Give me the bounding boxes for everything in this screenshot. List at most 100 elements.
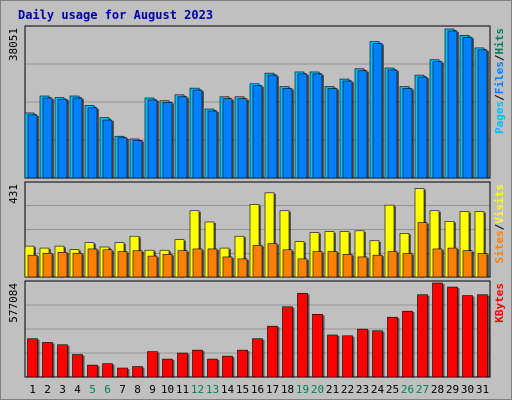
bar-files-day-29: [447, 30, 458, 179]
max-label: 577084: [7, 283, 20, 323]
day-label-29: 29: [446, 383, 459, 396]
legend-hits-files-pages: Pages/Files/Hits: [493, 28, 506, 134]
bar-kbytes-day-19: [297, 292, 308, 378]
legend-entry: Files: [493, 61, 506, 94]
legend-kbytes: KBytes: [493, 283, 506, 323]
legend-entry: KBytes: [493, 283, 506, 323]
panels: 38051Pages/Files/Hits431Sites/Visits5770…: [7, 25, 506, 378]
day-label-21: 21: [326, 383, 339, 396]
bar-files-day-5: [87, 107, 98, 179]
bar-kbytes-day-30: [462, 295, 473, 378]
bar-kbytes-day-28: [432, 282, 443, 378]
day-label-23: 23: [356, 383, 369, 396]
chart-title: Daily usage for August 2023: [18, 8, 213, 22]
bar-files-day-17: [267, 74, 278, 179]
bar-kbytes-day-25: [387, 316, 398, 378]
legend-sites-visits: Sites/Visits: [493, 184, 506, 264]
bar-files-day-16: [252, 85, 263, 179]
legend-entry: /: [493, 94, 506, 101]
day-label-8: 8: [134, 383, 141, 396]
day-label-11: 11: [176, 383, 189, 396]
day-label-10: 10: [161, 383, 174, 396]
day-label-14: 14: [221, 383, 235, 396]
day-label-19: 19: [296, 383, 309, 396]
day-label-15: 15: [236, 383, 249, 396]
day-label-25: 25: [386, 383, 399, 396]
day-label-16: 16: [251, 383, 264, 396]
bar-sites-day-14: [222, 256, 233, 278]
bar-kbytes-day-21: [327, 334, 338, 378]
bar-kbytes-day-29: [447, 286, 458, 378]
bar-files-day-20: [312, 73, 323, 179]
bar-files-day-2: [42, 97, 53, 179]
bar-sites-day-4: [72, 252, 83, 278]
bar-sites-day-27: [417, 222, 428, 278]
bar-files-day-8: [132, 140, 143, 179]
day-label-6: 6: [104, 383, 111, 396]
bar-kbytes-day-15: [237, 349, 248, 378]
bar-files-day-18: [282, 88, 293, 179]
day-label-7: 7: [119, 383, 126, 396]
bar-kbytes-day-5: [87, 364, 98, 378]
bar-kbytes-day-3: [57, 344, 68, 378]
legend-entry: Hits: [493, 28, 506, 55]
bar-kbytes-day-11: [177, 352, 188, 378]
bar-kbytes-day-26: [402, 310, 413, 378]
bar-sites-day-5: [87, 248, 98, 278]
bar-kbytes-day-22: [342, 335, 353, 378]
bar-kbytes-day-10: [162, 358, 173, 378]
panel-hits-files-pages: 38051 Pages/Files/Hits: [7, 25, 506, 179]
legend-entry: /: [493, 54, 506, 61]
bar-sites-day-29: [447, 247, 458, 278]
bar-kbytes-day-4: [72, 354, 83, 378]
bar-files-day-22: [342, 80, 353, 179]
day-label-24: 24: [371, 383, 385, 396]
bar-files-day-6: [102, 119, 113, 179]
bar-kbytes-day-2: [42, 342, 53, 378]
bar-sites-day-12: [192, 248, 203, 278]
legend-entry: Sites: [493, 230, 506, 263]
day-label-4: 4: [74, 383, 81, 396]
bar-files-day-19: [297, 73, 308, 179]
bar-sites-day-17: [267, 243, 278, 278]
bar-sites-day-2: [42, 252, 53, 278]
bar-sites-day-28: [432, 248, 443, 278]
bar-kbytes-day-1: [27, 338, 38, 378]
day-label-9: 9: [149, 383, 156, 396]
bar-files-day-7: [117, 137, 128, 179]
bar-files-day-26: [402, 88, 413, 179]
bar-files-day-10: [162, 102, 173, 179]
bar-sites-day-1: [27, 254, 38, 278]
bar-kbytes-day-12: [192, 349, 203, 378]
bar-files-day-3: [57, 98, 68, 179]
bar-kbytes-day-27: [417, 294, 428, 378]
day-label-12: 12: [191, 383, 204, 396]
legend-entry: Visits: [493, 184, 506, 224]
day-label-3: 3: [59, 383, 66, 396]
bar-sites-day-19: [297, 258, 308, 278]
day-label-1: 1: [29, 383, 36, 396]
day-label-13: 13: [206, 383, 219, 396]
bar-files-day-14: [222, 98, 233, 179]
legend-entry: /: [493, 223, 506, 230]
bar-sites-day-21: [327, 251, 338, 278]
bar-sites-day-13: [207, 248, 218, 278]
max-label: 38051: [7, 28, 20, 61]
bar-files-day-13: [207, 110, 218, 179]
max-label: 431: [7, 184, 20, 204]
bar-files-day-23: [357, 70, 368, 179]
bar-kbytes-day-16: [252, 338, 263, 378]
bar-files-day-30: [462, 36, 473, 179]
bar-sites-day-8: [132, 250, 143, 278]
bar-kbytes-day-18: [282, 306, 293, 378]
bar-kbytes-day-6: [102, 363, 113, 378]
day-label-17: 17: [266, 383, 279, 396]
bar-files-day-12: [192, 89, 203, 179]
bar-files-day-1: [27, 114, 38, 179]
panel-kbytes: 577084 KBytes: [7, 280, 506, 378]
bar-sites-day-7: [117, 251, 128, 278]
bar-files-day-24: [372, 43, 383, 179]
bar-sites-day-31: [477, 253, 488, 278]
